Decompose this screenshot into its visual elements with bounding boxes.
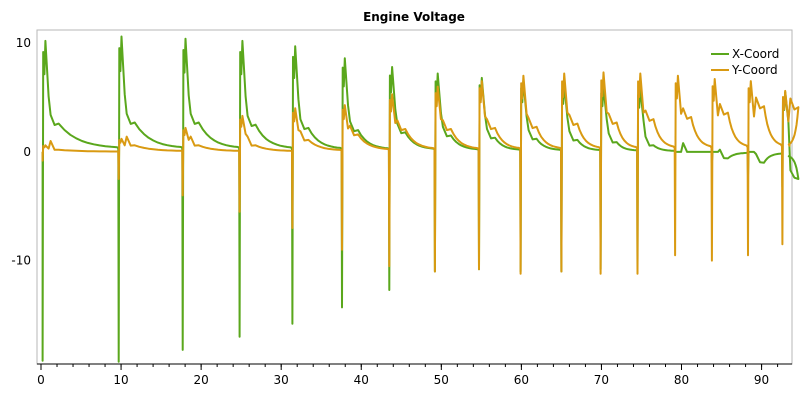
x-tick-label: 20: [193, 373, 208, 387]
y-tick-label: 10: [16, 36, 31, 50]
x-tick-label: 70: [594, 373, 609, 387]
x-tick-label: 60: [514, 373, 529, 387]
series-line-x-coord: [41, 35, 800, 363]
y-tick-label: 0: [23, 145, 31, 159]
legend: X-Coord Y-Coord: [711, 47, 779, 77]
x-tick-label: 90: [754, 373, 769, 387]
x-tick-label: 0: [37, 373, 45, 387]
x-tick-label: 80: [674, 373, 689, 387]
x-tick-label: 10: [113, 373, 128, 387]
chart-title: Engine Voltage: [363, 10, 465, 24]
x-tick-label: 40: [354, 373, 369, 387]
legend-label-y-coord: Y-Coord: [731, 63, 778, 77]
series-layer: [41, 35, 800, 363]
legend-label-x-coord: X-Coord: [732, 47, 779, 61]
y-tick-label: -10: [11, 254, 31, 268]
series-line-y-coord: [41, 71, 800, 275]
x-tick-label: 50: [434, 373, 449, 387]
x-tick-label: 30: [274, 373, 289, 387]
